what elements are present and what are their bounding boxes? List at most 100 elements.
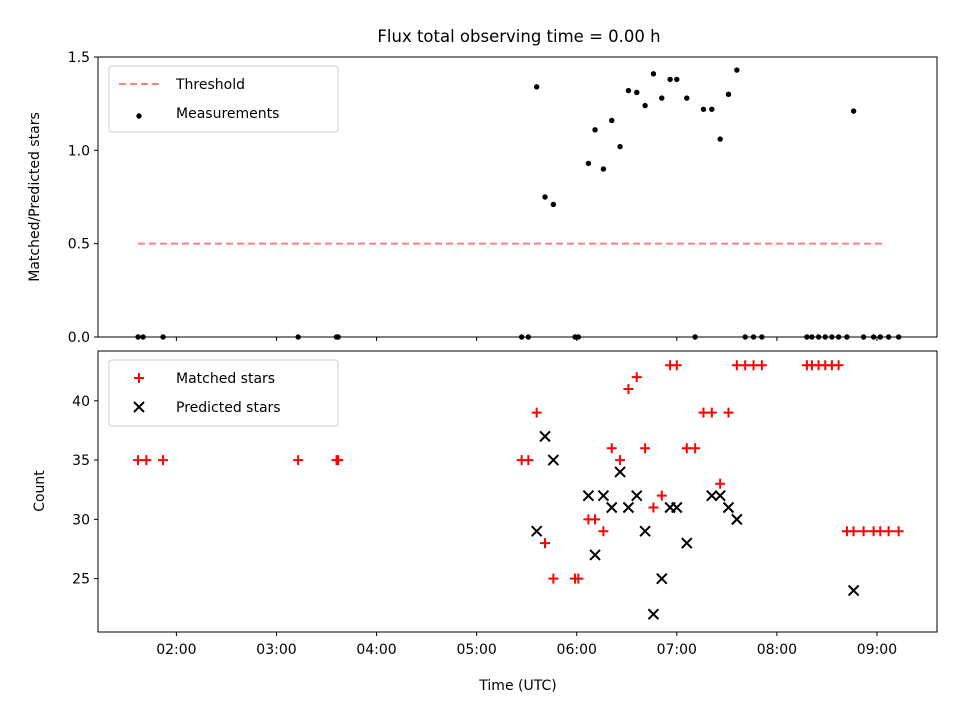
measurement-point xyxy=(542,194,548,200)
predicted-star-point xyxy=(681,537,693,549)
top-legend-label: Measurements xyxy=(176,106,279,122)
bottom-x-tick-label: 09:00 xyxy=(857,642,897,658)
matched-star-point xyxy=(671,360,682,371)
bottom-x-tick-label: 02:00 xyxy=(156,642,196,658)
bottom-legend-label: Matched stars xyxy=(176,371,275,387)
measurement-point xyxy=(550,201,557,208)
chart-title: Flux total observing time = 0.00 h xyxy=(377,27,660,46)
predicted-star-point xyxy=(530,525,543,537)
top-plot-frame xyxy=(97,56,938,338)
matched-star-point xyxy=(681,443,692,454)
bottom-x-tick-label: 08:00 xyxy=(757,642,797,658)
predicted-star-point xyxy=(722,501,735,514)
measurement-point xyxy=(533,84,540,90)
predicted-star-point xyxy=(639,525,651,537)
measurement-point xyxy=(600,166,607,172)
predicted-star-point xyxy=(539,430,551,443)
bottom-plot-frame xyxy=(97,350,938,633)
matched-star-point xyxy=(848,526,859,537)
matched-star-point xyxy=(833,360,844,371)
matched-star-point xyxy=(598,526,609,537)
top-legend-label: Threshold xyxy=(175,77,245,93)
bottom-plot: 25 30 35 40 02:00 03:00 04:00 05:00 06:00 07:00 08… xyxy=(32,350,938,694)
measurement-point xyxy=(700,106,707,112)
measurement-point xyxy=(725,91,732,98)
x-axis-label: Time (UTC) xyxy=(478,678,556,694)
matched-star-point xyxy=(631,372,642,383)
bottom-plot-ticks: 25 30 35 40 02:00 03:00 04:00 05:00 06:00 07:00 08… xyxy=(72,394,897,658)
measurement-point xyxy=(609,117,615,124)
predicted-star-point xyxy=(631,489,643,502)
matched-star-point xyxy=(656,490,667,501)
predicted-star-point xyxy=(671,501,683,514)
top-y-axis-label: Matched/Predicted stars xyxy=(27,112,43,282)
measurement-point xyxy=(659,95,665,101)
predicted-star-point xyxy=(547,454,560,466)
matched-star-point xyxy=(548,573,559,584)
matched-star-point xyxy=(158,455,169,466)
bottom-x-tick-label: 05:00 xyxy=(456,642,496,658)
bottom-x-tick-label: 03:00 xyxy=(256,642,296,658)
bottom-x-tick-label: 07:00 xyxy=(657,642,697,658)
matched-star-point xyxy=(333,455,344,466)
matched-star-point xyxy=(293,455,304,466)
top-y-tick-label: 0.5 xyxy=(68,237,90,253)
measurement-point xyxy=(684,95,690,101)
measurement-point xyxy=(634,89,640,96)
matched-star-point xyxy=(540,538,551,549)
measurement-point xyxy=(667,76,673,83)
matched-star-point xyxy=(531,407,542,418)
matched-star-point xyxy=(731,360,742,371)
bottom-y-tick-label: 40 xyxy=(72,394,90,410)
bottom-x-tick-label: 04:00 xyxy=(356,642,396,658)
matched-star-point xyxy=(706,407,717,418)
bottom-x-tick-label: 06:00 xyxy=(557,642,597,658)
matched-star-point xyxy=(640,443,651,454)
measurement-point xyxy=(709,106,715,112)
predicted-star-point xyxy=(647,608,660,620)
predicted-star-point xyxy=(606,501,618,514)
matched-star-point xyxy=(573,573,584,584)
matched-star-point xyxy=(756,360,767,371)
matched-star-point xyxy=(698,407,709,418)
top-plot-ticks: 0.0 0.5 1.0 1.5 xyxy=(68,50,878,346)
matched-star-point xyxy=(141,455,152,466)
measurement-point xyxy=(650,71,657,77)
matched-star-point xyxy=(748,360,759,371)
top-y-tick-label: 0.0 xyxy=(68,330,90,346)
top-plot-marks xyxy=(135,67,902,340)
measurement-point xyxy=(625,87,632,94)
matched-star-point xyxy=(523,455,534,466)
top-y-tick-label: 1.5 xyxy=(68,50,90,66)
matched-star-point xyxy=(133,455,144,466)
measurement-point xyxy=(850,108,857,114)
measurement-point xyxy=(617,143,623,150)
measurement-point xyxy=(592,127,598,133)
matched-star-point xyxy=(875,526,886,537)
matched-star-point xyxy=(715,478,726,489)
matched-star-point xyxy=(606,443,617,454)
legend-predicted-swatch xyxy=(133,401,145,413)
top-y-tick-label: 1.0 xyxy=(68,143,90,159)
predicted-star-point xyxy=(582,489,595,502)
top-legend: Threshold Measurements xyxy=(108,65,339,133)
matched-star-point xyxy=(858,526,869,537)
matched-star-point xyxy=(893,526,904,537)
bottom-y-tick-label: 25 xyxy=(72,572,90,588)
predicted-star-point xyxy=(614,466,626,478)
top-legend-box xyxy=(108,65,339,133)
legend-measurement-swatch xyxy=(136,113,142,119)
bottom-y-tick-label: 30 xyxy=(72,512,90,528)
matched-star-point xyxy=(690,443,701,454)
matched-star-point xyxy=(740,360,751,371)
matched-star-point xyxy=(723,407,734,418)
matched-star-point xyxy=(623,383,634,394)
matched-star-point xyxy=(648,502,659,513)
top-plot: 0.0 0.5 1.0 1.5 Matched/Predicted stars Thr… xyxy=(27,50,938,346)
predicted-star-point xyxy=(589,549,601,561)
measurement-point xyxy=(734,67,740,73)
predicted-star-point xyxy=(622,501,635,514)
measurement-point xyxy=(717,136,723,142)
measurement-point xyxy=(642,102,648,109)
